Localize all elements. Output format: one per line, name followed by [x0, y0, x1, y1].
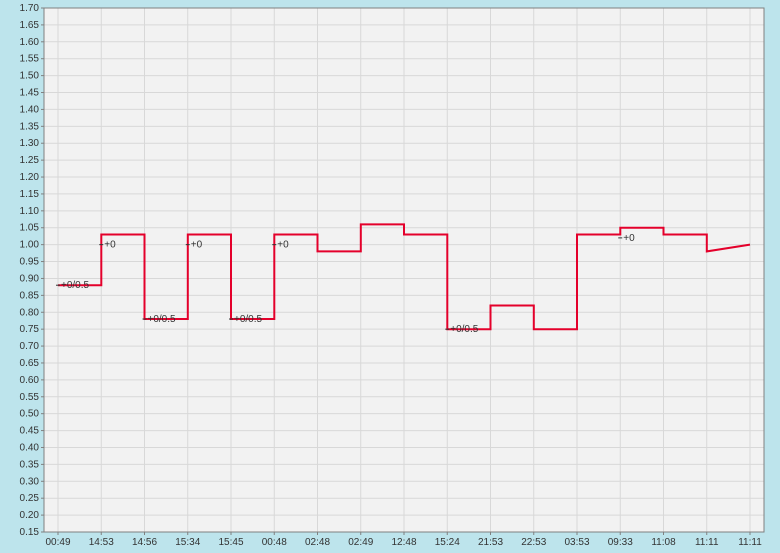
y-tick-label: 0.75 [20, 324, 40, 335]
y-tick-label: 1.35 [20, 121, 40, 132]
y-tick-label: 0.20 [20, 510, 40, 521]
chart-svg: 0.15 0.20 0.25 0.30 0.35 0.40 0.45 0.50 0.55 0.60… [0, 0, 780, 553]
y-axis-labels: 0.15 0.20 0.25 0.30 0.35 0.40 0.45 0.50 0.55 0.60… [20, 3, 44, 538]
y-tick-label: 1.65 [20, 20, 40, 31]
x-axis-labels: 00:49 14:53 14:56 15:34 15:45 00:48 02:48 02:49… [45, 532, 762, 548]
y-tick-label: 0.45 [20, 426, 40, 437]
y-tick-label: 0.70 [20, 341, 40, 352]
x-tick-label: 22:53 [521, 537, 546, 548]
x-tick-label: 09:33 [608, 537, 633, 548]
chart-container: 0.15 0.20 0.25 0.30 0.35 0.40 0.45 0.50 0.55 0.60… [0, 0, 780, 553]
x-tick-label: 11:08 [651, 537, 676, 548]
x-tick-label: 15:24 [435, 537, 460, 548]
annotation-label: +0 [104, 240, 116, 251]
x-tick-label: 12:48 [391, 537, 416, 548]
y-tick-label: 0.85 [20, 290, 40, 301]
x-tick-label: 21:53 [478, 537, 503, 548]
annotation-label: +0 [277, 240, 289, 251]
y-tick-label: 1.45 [20, 88, 40, 99]
annotation-label: +0 [623, 233, 635, 244]
annotation-label: +0/0.5 [234, 314, 263, 325]
y-tick-label: 1.05 [20, 223, 40, 234]
x-tick-label: 15:34 [175, 537, 200, 548]
x-tick-label: 14:56 [132, 537, 157, 548]
y-tick-label: 1.20 [20, 172, 40, 183]
y-tick-label: 0.30 [20, 476, 40, 487]
y-tick-label: 0.80 [20, 307, 40, 318]
y-tick-label: 1.30 [20, 138, 40, 149]
x-tick-label: 11:11 [695, 537, 719, 548]
y-tick-label: 1.10 [20, 206, 40, 217]
y-tick-label: 1.55 [20, 54, 40, 65]
annotation-label: +0/0.5 [61, 280, 90, 291]
x-tick-label: 15:45 [218, 537, 243, 548]
x-tick-label: 11:11 [738, 537, 762, 548]
x-tick-label: 03:53 [564, 537, 589, 548]
y-tick-label: 1.15 [20, 189, 40, 200]
y-tick-label: 1.60 [20, 37, 40, 48]
annotation-label: +0 [191, 240, 203, 251]
y-tick-label: 1.50 [20, 71, 40, 82]
y-tick-label: 0.25 [20, 493, 40, 504]
y-tick-label: 1.70 [20, 3, 40, 14]
x-tick-label: 00:49 [45, 537, 70, 548]
x-tick-label: 14:53 [89, 537, 114, 548]
annotation-label: +0/0.5 [450, 324, 479, 335]
y-tick-label: 0.15 [20, 527, 40, 538]
y-tick-label: 1.25 [20, 155, 40, 166]
y-tick-label: 0.95 [20, 257, 40, 268]
annotation-label: +0/0.5 [148, 314, 177, 325]
y-tick-label: 0.90 [20, 273, 40, 284]
x-tick-label: 02:48 [305, 537, 330, 548]
y-tick-label: 0.65 [20, 358, 40, 369]
y-tick-label: 0.60 [20, 375, 40, 386]
y-tick-label: 1.40 [20, 104, 40, 115]
x-tick-label: 00:48 [262, 537, 287, 548]
y-tick-label: 0.35 [20, 459, 40, 470]
y-tick-label: 1.00 [20, 240, 40, 251]
y-tick-label: 0.40 [20, 442, 40, 453]
y-tick-label: 0.50 [20, 409, 40, 420]
y-tick-label: 0.55 [20, 392, 40, 403]
x-tick-label: 02:49 [348, 537, 373, 548]
